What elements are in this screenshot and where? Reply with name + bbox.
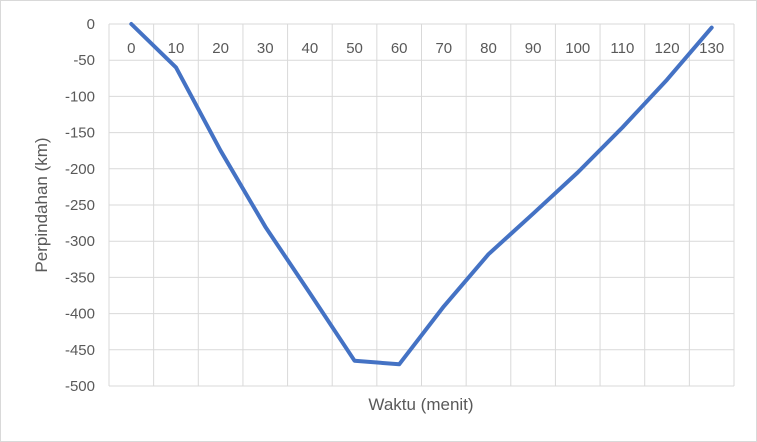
x-tick-label: 60: [391, 40, 408, 57]
y-tick-label: -300: [65, 233, 95, 250]
x-tick-label: 80: [480, 40, 497, 57]
x-tick-label: 130: [699, 40, 724, 57]
x-tick-label: 120: [655, 40, 680, 57]
x-tick-label: 10: [168, 40, 185, 57]
y-tick-label: -250: [65, 197, 95, 214]
x-tick-label: 40: [302, 40, 319, 57]
x-tick-label: 30: [257, 40, 274, 57]
x-tick-label: 90: [525, 40, 542, 57]
series-line: [129, 22, 714, 367]
x-tick-label: 20: [212, 40, 229, 57]
y-axis-ticks: 0 -50 -100 -150 -200 -250 -300 -350 -400 -450 -500: [65, 16, 95, 395]
y-tick-label: -400: [65, 306, 95, 323]
y-tick-label: -450: [65, 342, 95, 359]
x-tick-label: 50: [346, 40, 363, 57]
x-tick-label: 70: [435, 40, 452, 57]
y-tick-label: 0: [87, 16, 95, 33]
y-tick-label: -350: [65, 269, 95, 286]
y-tick-label: -50: [73, 52, 95, 69]
x-tick-label: 0: [127, 40, 135, 57]
y-tick-label: -150: [65, 125, 95, 142]
grid-lines: [108, 23, 735, 387]
x-axis-title: Waktu (menit): [368, 395, 473, 414]
y-tick-label: -100: [65, 88, 95, 105]
series-layer: [129, 22, 714, 367]
y-tick-label: -500: [65, 378, 95, 395]
y-tick-label: -200: [65, 161, 95, 178]
x-tick-label: 110: [610, 40, 634, 57]
x-tick-label: 100: [565, 40, 590, 57]
y-axis-title: Perpindahan (km): [32, 137, 51, 272]
x-axis-ticks: 0 10 20 30 40 50 60 70 80 90 100 110 120 130: [127, 40, 724, 57]
